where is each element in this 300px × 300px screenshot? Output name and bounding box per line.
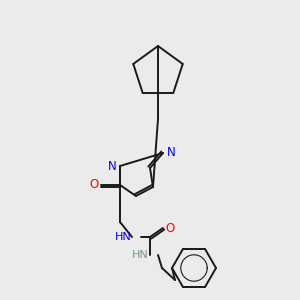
Text: O: O bbox=[89, 178, 99, 191]
Text: N: N bbox=[167, 146, 176, 158]
Text: N: N bbox=[108, 160, 116, 172]
Text: HN: HN bbox=[132, 250, 148, 260]
Text: O: O bbox=[165, 221, 175, 235]
Text: HN: HN bbox=[115, 232, 131, 242]
